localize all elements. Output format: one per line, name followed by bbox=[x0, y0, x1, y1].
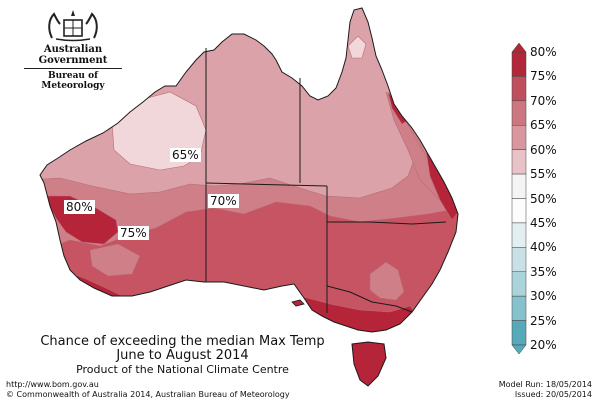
mainland-coastline bbox=[39, 7, 459, 333]
contour-label-65: 65% bbox=[170, 148, 201, 162]
legend-tick-label: 80% bbox=[530, 45, 557, 59]
legend-bin bbox=[511, 198, 527, 224]
legend-bin bbox=[511, 100, 527, 126]
legend-tick-label: 55% bbox=[530, 167, 557, 182]
contour-label-70: 70% bbox=[208, 194, 239, 208]
map-period: June to August 2014 bbox=[116, 348, 249, 363]
legend-bin bbox=[511, 173, 527, 199]
border-nt-sa bbox=[205, 182, 328, 187]
divider bbox=[24, 68, 122, 69]
legend-tick-label: 25% bbox=[530, 313, 557, 328]
zone-60-cape bbox=[347, 35, 367, 59]
legend-bin bbox=[511, 51, 527, 77]
legend-bin bbox=[511, 320, 527, 346]
copyright-text: © Commonwealth of Australia 2014, Austra… bbox=[6, 390, 290, 399]
coat-of-arms-icon bbox=[48, 10, 98, 42]
legend-tick-label: 60% bbox=[530, 142, 557, 157]
legend-bin bbox=[511, 149, 527, 175]
map-product: Product of the National Climate Centre bbox=[76, 363, 289, 376]
org-name: Australian Government bbox=[38, 44, 108, 66]
legend-bin bbox=[511, 222, 527, 248]
legend-bin bbox=[511, 125, 527, 150]
legend-bin bbox=[511, 76, 527, 102]
zone-70-sw bbox=[89, 243, 141, 277]
tasmania bbox=[351, 341, 387, 387]
kangaroo-island bbox=[291, 299, 305, 307]
contour-label-75: 75% bbox=[118, 226, 149, 240]
legend-max-arrow bbox=[511, 42, 527, 53]
bom-url-link[interactable]: http://www.bom.gov.au bbox=[6, 380, 99, 389]
legend-tick-label: 50% bbox=[530, 191, 557, 206]
map-title: Chance of exceeding the median Max Temp bbox=[40, 334, 325, 349]
legend-tick-label: 20% bbox=[530, 338, 557, 352]
legend-min-arrow bbox=[511, 344, 527, 355]
legend-tick-label: 40% bbox=[530, 240, 557, 255]
bureau-name: Bureau of Meteorology bbox=[41, 71, 105, 91]
legend-bin bbox=[511, 247, 527, 272]
legend-tick-label: 45% bbox=[530, 215, 557, 230]
legend-bin bbox=[511, 295, 527, 321]
government-logo: Australian Government Bureau of Meteorol… bbox=[18, 8, 128, 91]
zone-70-se bbox=[369, 261, 405, 301]
footer-right: Model Run: 18/05/2014 Issued: 20/05/2014 bbox=[499, 380, 592, 400]
legend-tick-label: 75% bbox=[530, 69, 557, 84]
legend-bin bbox=[511, 271, 527, 297]
border-nsw-vic bbox=[326, 285, 413, 313]
border-qld-nsw bbox=[327, 221, 447, 225]
footer-left: http://www.bom.gov.au © Commonwealth of … bbox=[6, 380, 290, 400]
legend-tick-label: 30% bbox=[530, 289, 557, 304]
legend-tick-label: 70% bbox=[530, 93, 557, 108]
legend-tick-label: 35% bbox=[530, 264, 557, 279]
contour-label-80: 80% bbox=[64, 200, 95, 214]
legend-colorbar bbox=[511, 42, 527, 355]
model-run-text: Model Run: 18/05/2014 bbox=[498, 380, 592, 389]
issued-text: Issued: 20/05/2014 bbox=[514, 390, 592, 399]
legend-tick-label: 65% bbox=[530, 118, 557, 133]
